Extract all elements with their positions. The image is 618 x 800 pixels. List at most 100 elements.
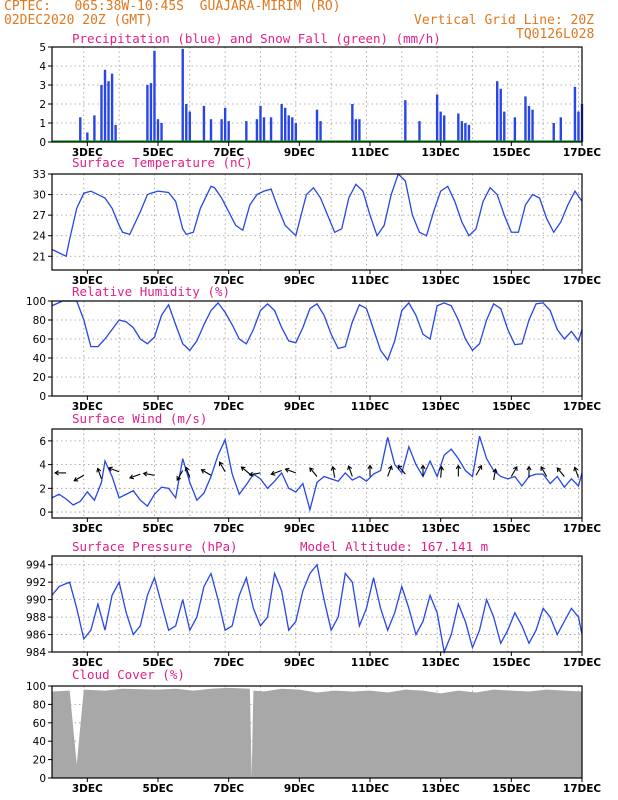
wind-vector-head: [438, 465, 444, 471]
precip-bar: [435, 94, 439, 142]
x-tick-label: 3DEC: [72, 401, 103, 413]
precip-bar: [188, 111, 191, 142]
wind-vector: [309, 467, 318, 477]
precip-bar: [464, 123, 467, 142]
x-tick-label: 3DEC: [72, 147, 103, 159]
panel-frame: [51, 300, 583, 397]
x-tick-label: 5DEC: [143, 523, 174, 535]
y-tick-label: 988: [26, 612, 46, 624]
y-tick-label: 60: [33, 718, 46, 730]
precip-bar: [467, 124, 471, 142]
precip-bar: [93, 115, 96, 142]
wind-vector: [397, 465, 406, 475]
y-tick-label: 0: [39, 137, 46, 149]
precip-bar: [418, 121, 421, 142]
wind-vector-head: [347, 465, 353, 471]
x-tick-label: 3DEC: [72, 657, 103, 669]
x-tick-label: 3DEC: [72, 275, 103, 287]
wind-vector-head: [54, 470, 59, 476]
panel-5: Surface Pressure (hPa) Model Altitude: 16…: [26, 539, 601, 669]
precip-bar: [513, 117, 517, 142]
wind-vector: [241, 466, 251, 475]
x-tick-label: 13DEC: [422, 147, 461, 159]
x-tick-label: 7DEC: [213, 523, 244, 535]
x-tick-label: 9DEC: [284, 783, 315, 795]
precip-bar: [503, 111, 506, 142]
y-tick-label: 2: [39, 99, 46, 111]
x-tick-label: 17DEC: [563, 657, 602, 669]
wind-vector-head: [176, 476, 182, 481]
header-date: 02DEC2020 20Z (GMT): [4, 13, 153, 28]
wind-vector-head: [556, 467, 562, 473]
wind-vector: [510, 466, 518, 477]
precip-bar: [100, 85, 103, 142]
panel-title: Cloud Cover (%): [72, 667, 185, 682]
y-tick-label: 40: [33, 736, 46, 748]
wind-vector-head: [387, 465, 393, 471]
wind-vector-head: [200, 469, 206, 474]
series-line: [51, 435, 583, 513]
header-model-code: TQ0126L028: [516, 27, 595, 42]
y-tick-label: 992: [26, 577, 46, 589]
x-tick-label: 15DEC: [492, 783, 531, 795]
precip-bar: [280, 104, 283, 142]
x-tick-label: 9DEC: [284, 147, 315, 159]
x-tick-label: 7DEC: [213, 657, 244, 669]
precip-bar: [156, 119, 160, 142]
wind-vector: [97, 468, 102, 480]
panel-4: Surface Wind (m/s) 0 2 4 6 3DEC 5DEC 7DEC 9DEC 11…: [39, 411, 601, 535]
x-tick-label: 13DEC: [422, 783, 461, 795]
wind-vector-head: [240, 466, 246, 472]
wind-vector-head: [526, 465, 532, 471]
precip-bar: [223, 107, 227, 142]
precip-bar: [79, 117, 82, 142]
y-tick-label: 990: [26, 595, 46, 607]
x-tick-label: 9DEC: [284, 275, 315, 287]
precip-bar: [499, 88, 502, 142]
wind-vector-head: [142, 471, 148, 477]
wind-vector-head: [270, 470, 276, 476]
y-tick-label: 2: [39, 483, 46, 495]
y-tick-label: 30: [33, 190, 46, 202]
panel-title: Surface Temperature (nC): [72, 155, 253, 170]
x-tick-label: 9DEC: [284, 401, 315, 413]
panel-title: Precipitation (blue) and Snow Fall (gree…: [72, 31, 441, 46]
x-tick-label: 13DEC: [422, 401, 461, 413]
precip-bar: [404, 100, 407, 142]
y-tick-label: 5: [39, 42, 46, 54]
y-tick-label: 4: [39, 61, 46, 73]
y-tick-label: 80: [33, 699, 46, 711]
precip-bar: [245, 121, 248, 142]
wind-vector-head: [184, 466, 190, 472]
wind-vector-head: [540, 466, 545, 471]
y-tick-label: 4: [39, 460, 46, 472]
x-tick-label: 11DEC: [351, 401, 390, 413]
panel-frame: [51, 173, 583, 271]
x-tick-label: 5DEC: [143, 147, 174, 159]
y-tick-label: 0: [39, 391, 46, 403]
y-tick-label: 27: [33, 210, 46, 222]
precip-bar: [287, 115, 290, 142]
y-tick-label: 986: [26, 630, 46, 642]
cloud-cover-area: [52, 687, 582, 778]
y-tick-label: 0: [39, 507, 46, 519]
precip-bar: [315, 109, 319, 142]
header-gridline: Vertical Grid Line: 20Z: [414, 13, 595, 28]
x-tick-label: 11DEC: [351, 657, 390, 669]
series-line: [51, 172, 583, 258]
x-tick-label: 7DEC: [213, 401, 244, 413]
precip-bar: [552, 123, 555, 142]
x-tick-label: 9DEC: [284, 523, 315, 535]
wind-vector: [540, 466, 548, 477]
wind-vector: [219, 461, 226, 472]
wind-vector: [271, 470, 282, 475]
series-line: [51, 563, 583, 655]
wind-vector: [185, 467, 191, 478]
panel-annotation: Model Altitude: 167.141 m: [300, 539, 488, 554]
x-tick-label: 7DEC: [213, 275, 244, 287]
precip-bar: [351, 104, 354, 142]
x-tick-label: 17DEC: [563, 275, 602, 287]
wind-vector: [574, 467, 579, 478]
wind-vector-head: [309, 467, 314, 473]
